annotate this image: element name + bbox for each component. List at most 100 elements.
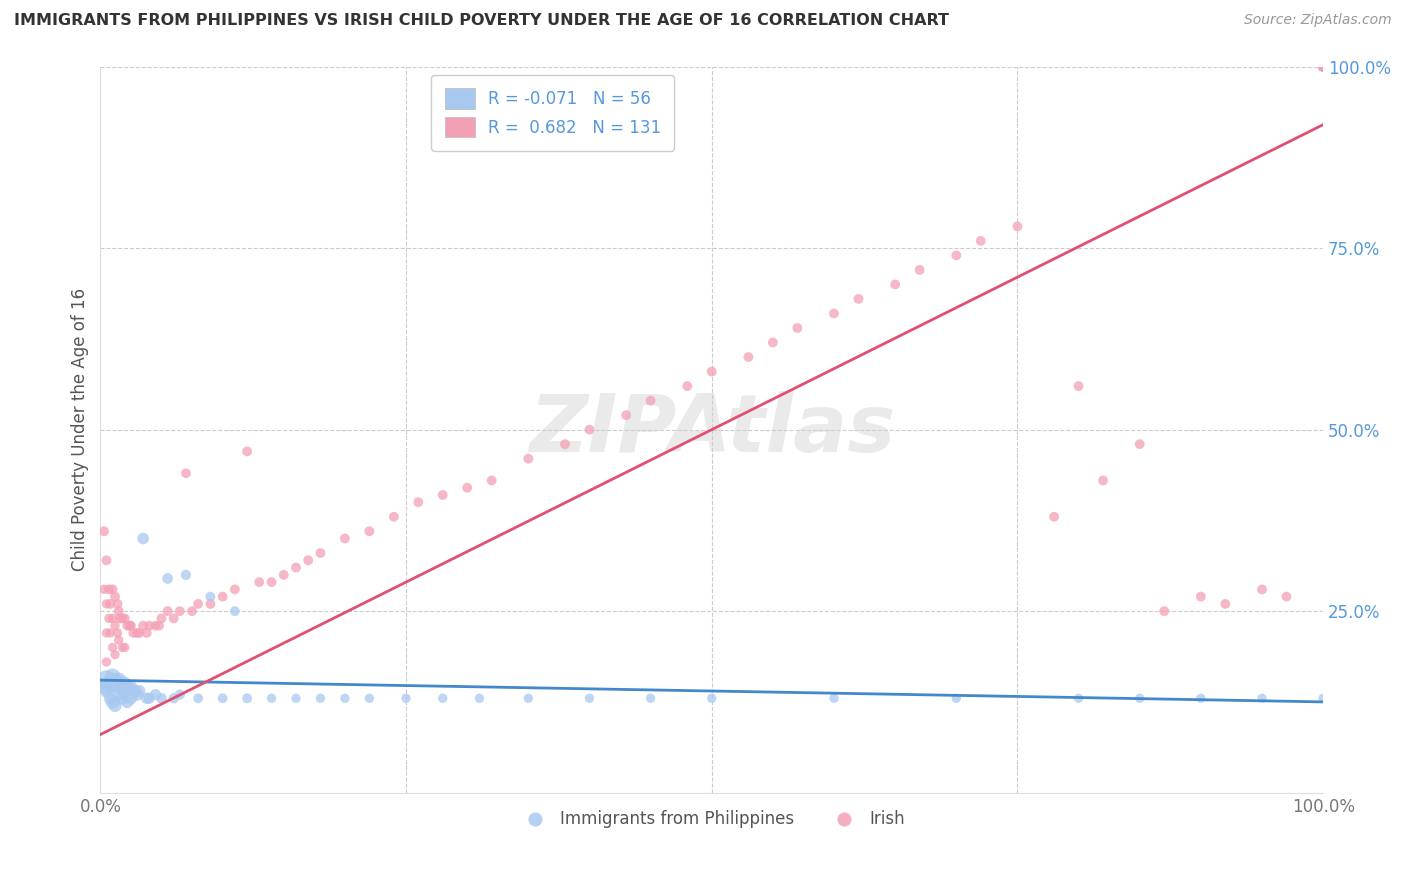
Point [1312,60,1334,74]
Point [101,695,124,709]
Point [1312,60,1334,74]
Point [96,681,118,695]
Point [395,691,418,706]
Point [148,618,170,632]
Point [169,688,191,702]
Point [1312,60,1334,74]
Point [786,321,808,335]
Point [187,691,209,706]
Point [145,618,167,632]
Point [145,688,167,702]
Point [132,532,155,546]
Point [1312,60,1334,74]
Point [908,263,931,277]
Point [163,691,186,706]
Point [1312,60,1334,74]
Point [97,611,120,625]
Point [1129,691,1152,706]
Point [1312,60,1334,74]
Point [101,669,124,683]
Point [111,640,134,655]
Point [640,393,662,408]
Point [1007,219,1029,234]
Point [359,524,381,539]
Point [101,640,124,655]
Point [260,691,283,706]
Point [236,691,259,706]
Point [107,688,129,702]
Point [1312,60,1334,74]
Point [1312,60,1334,74]
Point [1312,60,1334,74]
Point [135,691,157,706]
Point [96,597,118,611]
Point [970,234,993,248]
Point [138,618,160,632]
Point [945,248,967,262]
Point [1312,60,1334,74]
Point [174,466,197,480]
Point [1312,60,1334,74]
Point [98,691,121,706]
Point [1189,691,1212,706]
Point [1312,60,1334,74]
Point [676,379,699,393]
Point [1251,691,1274,706]
Point [578,423,600,437]
Point [150,691,173,706]
Point [104,698,127,713]
Point [93,524,115,539]
Point [1189,590,1212,604]
Point [1067,691,1090,706]
Text: Source: ZipAtlas.com: Source: ZipAtlas.com [1244,13,1392,28]
Point [481,474,503,488]
Point [169,604,191,618]
Point [1312,60,1334,74]
Text: ZIPAtlas: ZIPAtlas [529,391,894,468]
Point [98,677,121,691]
Point [1312,60,1334,74]
Point [156,572,179,586]
Point [333,691,356,706]
Point [211,590,233,604]
Point [1092,474,1115,488]
Point [114,684,136,698]
Point [120,681,142,695]
Point [111,677,134,691]
Point [1312,60,1334,74]
Y-axis label: Child Poverty Under the Age of 16: Child Poverty Under the Age of 16 [72,288,89,571]
Point [174,567,197,582]
Point [554,437,576,451]
Point [107,626,129,640]
Point [96,553,118,567]
Point [359,691,381,706]
Point [273,567,295,582]
Point [884,277,907,292]
Point [1312,60,1334,74]
Point [122,626,145,640]
Point [107,681,129,695]
Point [432,488,454,502]
Point [96,626,118,640]
Text: IMMIGRANTS FROM PHILIPPINES VS IRISH CHILD POVERTY UNDER THE AGE OF 16 CORRELATI: IMMIGRANTS FROM PHILIPPINES VS IRISH CHI… [14,13,949,29]
Point [1275,590,1298,604]
Point [181,604,204,618]
Point [1312,60,1334,74]
Point [224,582,246,597]
Point [107,673,129,687]
Point [1312,691,1334,706]
Point [578,691,600,706]
Point [1312,60,1334,74]
Point [117,695,139,709]
Point [211,691,233,706]
Point [138,691,160,706]
Point [1312,60,1334,74]
Point [468,691,491,706]
Point [1312,60,1334,74]
Point [200,597,222,611]
Point [107,604,129,618]
Point [1312,60,1334,74]
Point [118,618,141,632]
Point [104,648,127,662]
Point [640,691,662,706]
